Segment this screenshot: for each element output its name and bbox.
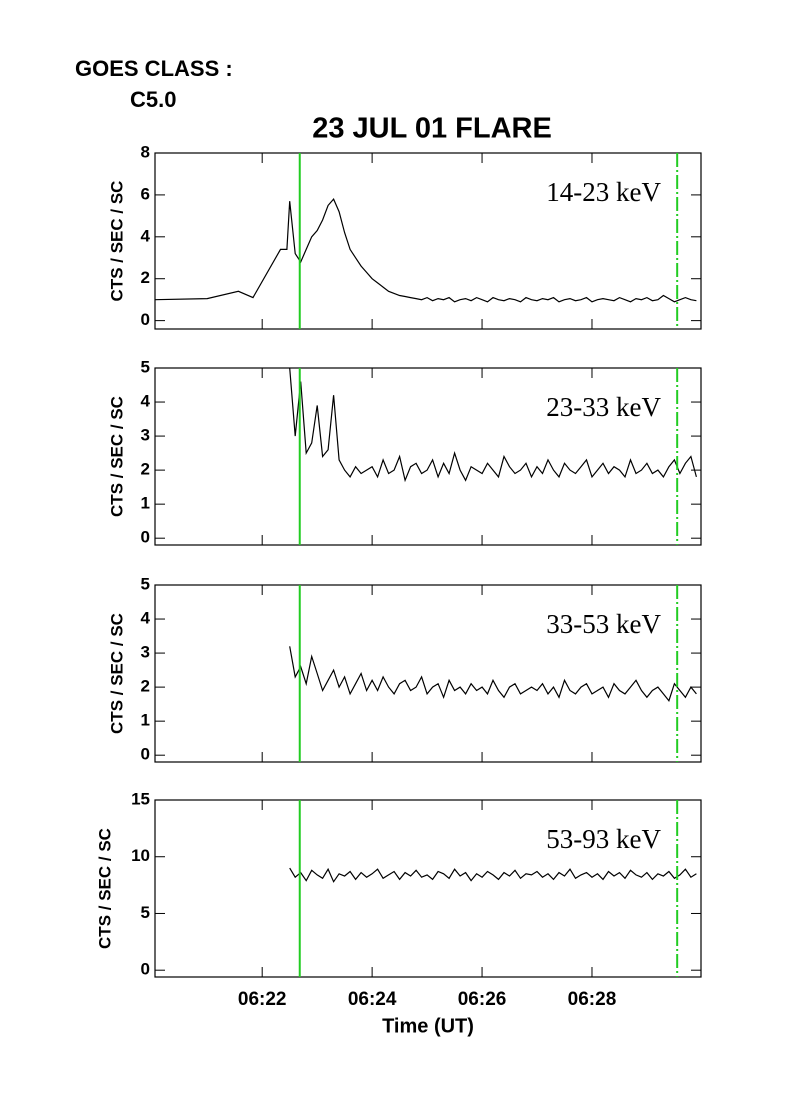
data-line: [289, 646, 697, 702]
data-line: [289, 867, 697, 883]
x-tick-label: 06:24: [348, 989, 397, 1010]
y-tick-label: 0: [141, 528, 150, 547]
x-axis-label: Time (UT): [382, 1015, 474, 1037]
chart-title: 23 JUL 01 FLARE: [312, 113, 552, 145]
x-tick-label: 06:28: [568, 989, 617, 1010]
y-tick-label: 15: [131, 789, 150, 808]
plot-frame: [154, 367, 702, 546]
y-tick-label: 4: [141, 226, 151, 245]
y-tick-label: 5: [141, 357, 150, 376]
y-tick-label: 1: [141, 494, 150, 513]
y-tick-label: 0: [141, 960, 150, 979]
plot-frame: [154, 152, 702, 330]
y-tick-label: 4: [141, 392, 151, 411]
data-line: [154, 197, 697, 303]
y-tick-label: 2: [141, 677, 150, 696]
y-tick-label: 4: [141, 609, 151, 628]
band-label: 53-93 keV: [546, 824, 661, 854]
y-tick-label: 2: [141, 268, 150, 287]
y-axis-label: CTS / SEC / SC: [107, 181, 126, 302]
plot-frame: [154, 584, 702, 763]
y-tick-label: 3: [141, 643, 150, 662]
band-label: 14-23 keV: [546, 177, 661, 207]
band-label: 23-33 keV: [546, 392, 661, 422]
y-tick-label: 5: [141, 574, 150, 593]
y-tick-label: 3: [141, 426, 150, 445]
y-axis-label: CTS / SEC / SC: [107, 613, 126, 734]
y-tick-label: 6: [141, 184, 150, 203]
goes-label: GOES CLASS :: [75, 56, 233, 81]
y-tick-label: 5: [141, 903, 150, 922]
y-tick-label: 2: [141, 460, 150, 479]
y-axis-label: CTS / SEC / SC: [107, 396, 126, 517]
data-line: [289, 367, 697, 483]
y-tick-label: 8: [141, 142, 150, 161]
plot-frame: [154, 799, 702, 978]
goes-class: C5.0: [130, 87, 176, 112]
y-tick-label: 0: [141, 745, 150, 764]
band-label: 33-53 keV: [546, 609, 661, 639]
y-tick-label: 10: [131, 846, 150, 865]
y-axis-label: CTS / SEC / SC: [95, 828, 114, 949]
x-tick-label: 06:22: [238, 989, 287, 1010]
y-tick-label: 0: [141, 310, 150, 329]
x-tick-label: 06:26: [458, 989, 507, 1010]
y-tick-label: 1: [141, 711, 150, 730]
